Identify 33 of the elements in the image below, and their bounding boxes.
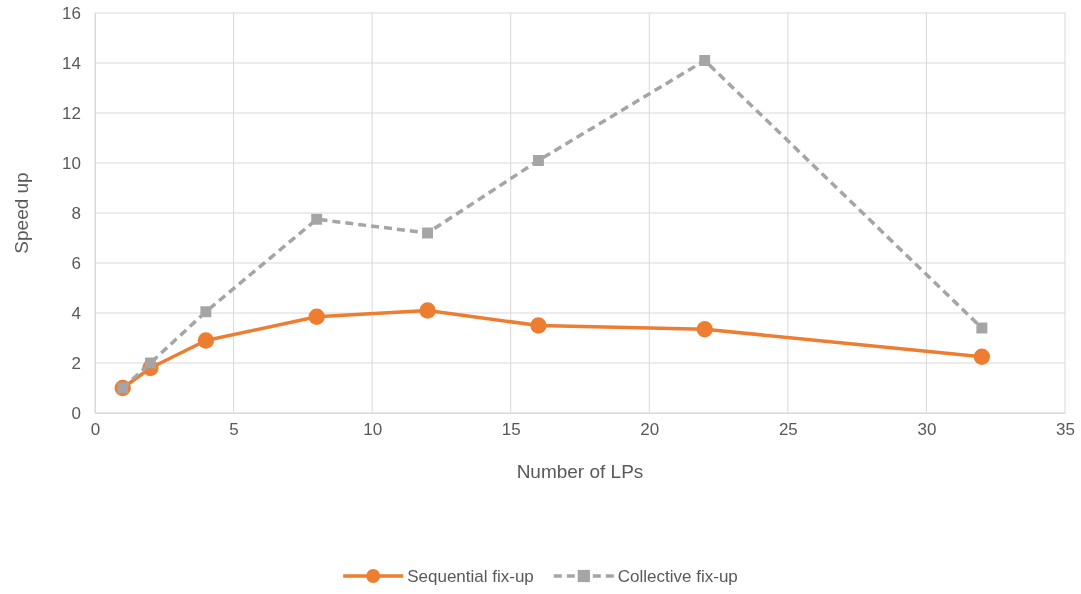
y-axis-title: Speed up	[11, 172, 32, 254]
y-tick-label: 16	[62, 3, 81, 23]
x-tick-label: 0	[90, 420, 101, 440]
x-tick-label: 5	[229, 420, 239, 440]
x-axis-title: Number of LPs	[516, 461, 644, 482]
y-tick-label: 4	[71, 303, 81, 323]
point	[197, 332, 215, 349]
point	[699, 55, 711, 66]
y-tick-label: 6	[71, 253, 81, 273]
y-tick-label: 14	[62, 53, 81, 73]
point	[200, 306, 212, 318]
point	[973, 348, 991, 365]
y-tick-label: 10	[62, 153, 81, 173]
point	[419, 302, 436, 319]
point	[530, 317, 547, 334]
x-tick-label: 25	[778, 420, 798, 440]
x-tick-label: 20	[640, 420, 660, 440]
point	[311, 213, 323, 225]
point	[696, 321, 713, 338]
point	[532, 155, 544, 166]
x-tick-label: 15	[501, 420, 521, 440]
point	[308, 308, 325, 325]
legend-label: Collective fix-up	[617, 566, 738, 586]
point	[422, 227, 434, 239]
y-tick-label: 8	[71, 203, 81, 223]
y-tick-label: 2	[71, 353, 81, 373]
x-tick-label: 35	[1056, 420, 1075, 440]
x-tick-label: 30	[917, 420, 937, 440]
y-tick-label: 12	[62, 103, 81, 123]
x-tick-label: 10	[363, 420, 383, 440]
point	[976, 322, 988, 334]
y-tick-label: 0	[71, 403, 81, 423]
legend-label: Sequential fix-up	[407, 566, 534, 586]
